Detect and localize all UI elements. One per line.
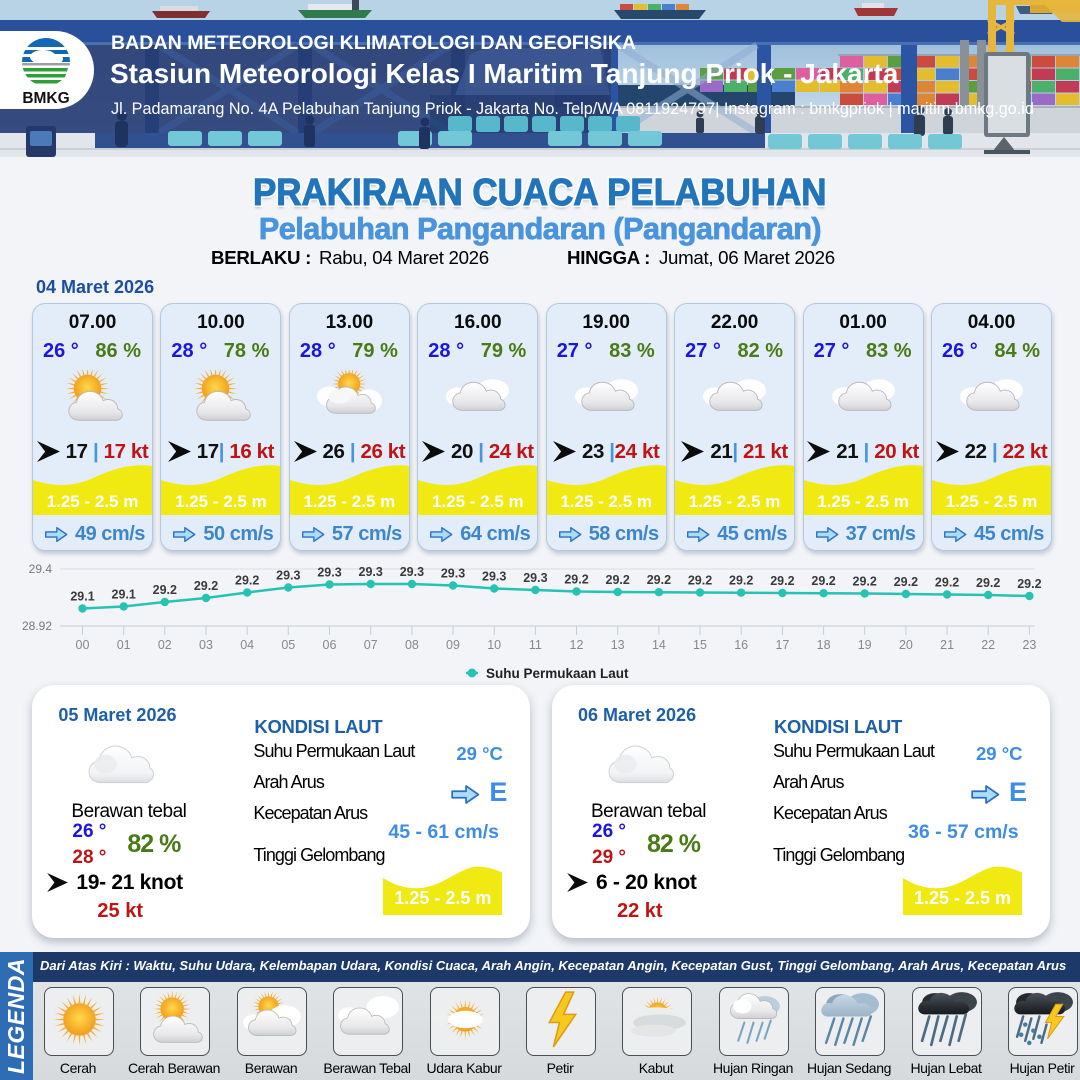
svg-text:09: 09 xyxy=(446,638,460,652)
svg-text:21: 21 xyxy=(940,638,954,652)
svg-text:16: 16 xyxy=(734,638,748,652)
svg-text:12: 12 xyxy=(570,638,584,652)
svg-text:29.3: 29.3 xyxy=(482,570,506,584)
svg-text:29.2: 29.2 xyxy=(647,573,671,587)
svg-text:BMKG: BMKG xyxy=(22,90,69,107)
svg-text:29.2: 29.2 xyxy=(153,583,177,597)
svg-text:29.2: 29.2 xyxy=(811,574,835,588)
svg-text:19: 19 xyxy=(858,638,872,652)
svg-text:29.3: 29.3 xyxy=(441,567,465,581)
svg-text:00: 00 xyxy=(76,638,90,652)
svg-text:13: 13 xyxy=(611,638,625,652)
svg-text:07: 07 xyxy=(364,638,378,652)
svg-text:01: 01 xyxy=(117,638,131,652)
svg-text:29.2: 29.2 xyxy=(194,579,218,593)
svg-text:29.2: 29.2 xyxy=(770,574,794,588)
svg-text:23: 23 xyxy=(1022,638,1036,652)
svg-text:29.2: 29.2 xyxy=(729,574,753,588)
svg-text:29.3: 29.3 xyxy=(276,569,300,583)
svg-text:29.1: 29.1 xyxy=(112,588,136,602)
svg-text:11: 11 xyxy=(529,638,542,652)
svg-text:Suhu Permukaan Laut: Suhu Permukaan Laut xyxy=(486,666,629,681)
svg-text:06: 06 xyxy=(323,638,337,652)
svg-text:03: 03 xyxy=(199,638,213,652)
svg-text:04: 04 xyxy=(240,638,254,652)
svg-text:08: 08 xyxy=(405,638,419,652)
svg-text:05: 05 xyxy=(281,638,295,652)
svg-text:29.2: 29.2 xyxy=(235,574,259,588)
svg-text:29.3: 29.3 xyxy=(400,565,424,579)
svg-text:29.2: 29.2 xyxy=(606,573,630,587)
svg-text:28.92: 28.92 xyxy=(22,619,52,633)
svg-text:29.1: 29.1 xyxy=(70,590,94,604)
svg-text:10: 10 xyxy=(487,638,501,652)
svg-text:22: 22 xyxy=(981,638,995,652)
svg-text:29.2: 29.2 xyxy=(853,575,877,589)
svg-text:29.2: 29.2 xyxy=(1017,577,1041,591)
svg-text:29.2: 29.2 xyxy=(894,575,918,589)
svg-text:18: 18 xyxy=(817,638,831,652)
svg-text:29.4: 29.4 xyxy=(29,562,53,576)
svg-text:29.2: 29.2 xyxy=(688,574,712,588)
svg-text:29.2: 29.2 xyxy=(935,576,959,590)
svg-text:20: 20 xyxy=(899,638,913,652)
svg-text:29.3: 29.3 xyxy=(317,566,341,580)
svg-text:29.3: 29.3 xyxy=(359,565,383,579)
svg-text:15: 15 xyxy=(693,638,707,652)
svg-text:02: 02 xyxy=(158,638,172,652)
svg-text:29.3: 29.3 xyxy=(523,571,547,585)
svg-text:14: 14 xyxy=(652,638,666,652)
svg-text:29.2: 29.2 xyxy=(976,576,1000,590)
svg-text:29.2: 29.2 xyxy=(564,573,588,587)
svg-text:17: 17 xyxy=(775,638,789,652)
